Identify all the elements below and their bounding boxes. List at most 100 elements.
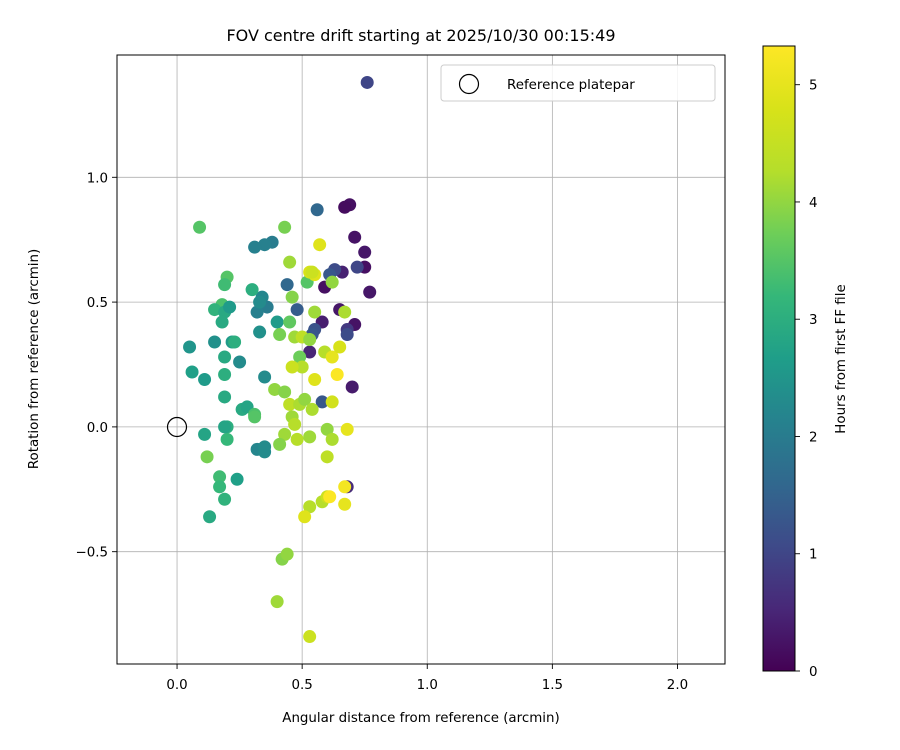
- legend-marker-reference: [458, 73, 480, 95]
- data-point: [270, 315, 284, 329]
- data-point: [340, 328, 354, 342]
- data-point: [218, 350, 232, 364]
- data-point: [325, 275, 339, 289]
- colorbar-tick-label: 5: [809, 79, 818, 94]
- x-axis-label: Angular distance from reference (arcmin): [282, 711, 559, 726]
- data-point: [218, 492, 232, 506]
- data-point: [325, 350, 339, 364]
- data-point: [223, 300, 237, 314]
- data-point: [303, 333, 317, 347]
- y-tick-label: 1.0: [87, 171, 108, 186]
- data-point: [218, 420, 232, 434]
- data-point: [185, 365, 199, 379]
- data-point: [220, 432, 234, 446]
- data-point: [183, 340, 197, 354]
- data-point: [290, 303, 304, 317]
- x-tick-label: 1.5: [542, 678, 563, 693]
- data-point: [213, 480, 227, 494]
- data-point: [273, 328, 287, 342]
- data-point: [208, 335, 222, 349]
- data-point: [303, 345, 317, 359]
- data-point: [315, 395, 329, 409]
- data-point: [338, 305, 352, 319]
- data-point: [203, 510, 217, 524]
- data-point: [283, 397, 297, 411]
- data-point: [208, 303, 222, 317]
- data-point: [285, 360, 299, 374]
- colorbar-tick-label: 0: [809, 665, 818, 680]
- reference-platepar-marker: [166, 416, 188, 438]
- data-point: [233, 355, 247, 369]
- data-point: [290, 432, 304, 446]
- data-point: [363, 285, 377, 299]
- data-point: [278, 220, 292, 234]
- y-axis-label: Rotation from reference (arcmin): [27, 249, 42, 469]
- data-point: [360, 75, 374, 89]
- data-point: [215, 315, 229, 329]
- colorbar-ticks: 0 1 2 3 4 5: [795, 79, 818, 680]
- data-point: [345, 380, 359, 394]
- data-point: [218, 367, 232, 381]
- x-tick-label: 2.0: [667, 678, 688, 693]
- data-point: [213, 470, 227, 484]
- data-point: [303, 630, 317, 644]
- data-point: [278, 385, 292, 399]
- data-point: [358, 245, 372, 259]
- data-point: [295, 360, 309, 374]
- data-point: [303, 500, 317, 514]
- data-point: [350, 260, 364, 274]
- data-point: [338, 480, 352, 494]
- legend: Reference platepar: [440, 64, 716, 102]
- data-point: [228, 335, 242, 349]
- data-point: [268, 382, 282, 396]
- data-point: [198, 372, 212, 386]
- y-tick-label: 0.0: [87, 421, 108, 436]
- data-point: [325, 395, 339, 409]
- data-point: [253, 295, 267, 309]
- data-point: [288, 417, 302, 431]
- y-tick-label: 0.5: [87, 296, 108, 311]
- x-tick-label: 1.0: [417, 678, 438, 693]
- data-point: [308, 372, 322, 386]
- data-point: [258, 440, 272, 454]
- data-point: [308, 305, 322, 319]
- data-point: [248, 240, 262, 254]
- data-point: [230, 472, 244, 486]
- data-point: [278, 427, 292, 441]
- data-point: [320, 422, 334, 436]
- y-tick-label: −0.5: [75, 546, 108, 561]
- data-point: [330, 367, 344, 381]
- data-point: [325, 432, 339, 446]
- data-point: [248, 410, 262, 424]
- data-point: [310, 203, 324, 217]
- data-point: [285, 290, 299, 304]
- data-point: [218, 390, 232, 404]
- data-point: [305, 265, 319, 279]
- chart-title: FOV centre drift starting at 2025/10/30 …: [226, 26, 615, 45]
- data-point: [320, 450, 334, 464]
- legend-label-reference: Reference platepar: [507, 78, 635, 93]
- data-point: [200, 450, 214, 464]
- data-point: [338, 200, 352, 214]
- colorbar: 0 1 2 3 4 5 Hours from first FF file: [762, 45, 849, 680]
- data-point: [193, 220, 207, 234]
- x-tick-label: 0.0: [166, 678, 187, 693]
- data-point: [298, 510, 312, 524]
- x-axis-ticks: 0.0 0.5 1.0 1.5 2.0: [166, 664, 688, 693]
- data-point: [280, 278, 294, 292]
- legend-box: [440, 64, 716, 102]
- data-point: [250, 305, 264, 319]
- data-point: [198, 427, 212, 441]
- data-point: [333, 340, 347, 354]
- colorbar-tick-label: 3: [809, 313, 818, 328]
- data-point: [338, 497, 352, 511]
- grid-lines: [117, 55, 725, 664]
- data-point: [298, 392, 312, 406]
- data-point: [218, 278, 232, 292]
- colorbar-gradient: [762, 45, 796, 672]
- data-point: [305, 402, 319, 416]
- data-point: [303, 430, 317, 444]
- plot-frame: [116, 54, 726, 665]
- data-point: [245, 283, 259, 297]
